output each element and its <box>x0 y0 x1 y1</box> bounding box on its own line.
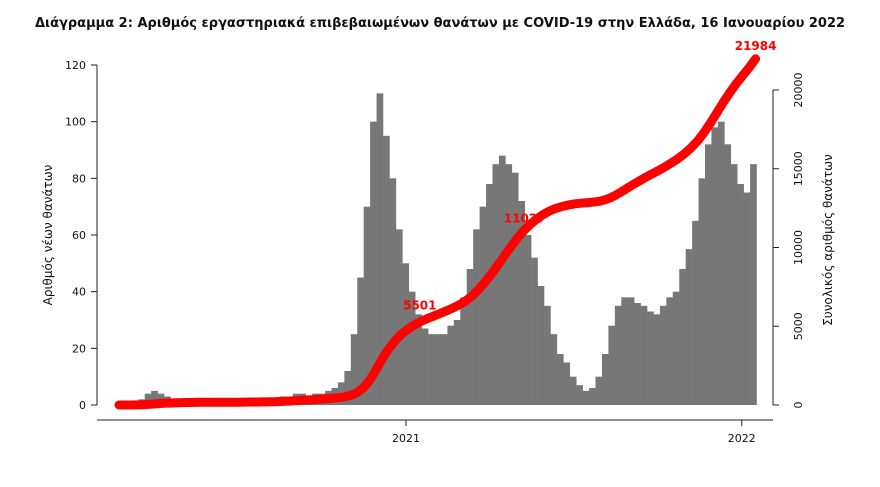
bar <box>659 305 667 405</box>
bar <box>498 155 506 405</box>
bar <box>634 303 641 405</box>
annotation-label: 11027 <box>504 211 546 225</box>
bar <box>750 164 757 405</box>
y-axis-label: Αριθμός νέων θανάτων <box>41 164 55 305</box>
bar <box>556 354 564 405</box>
bar <box>473 229 480 405</box>
bar <box>421 328 429 405</box>
y-tick-label: 120 <box>65 59 86 72</box>
y-tick-label: 0 <box>79 399 86 412</box>
bar <box>679 269 686 405</box>
bar <box>569 376 577 405</box>
bar <box>383 135 390 406</box>
y-tick-label: 100 <box>65 116 86 129</box>
bar <box>640 305 648 405</box>
bar <box>743 192 751 405</box>
x-tick-label: 2022 <box>728 432 756 445</box>
y2-tick-label: 10000 <box>792 230 805 265</box>
y-tick-label: 20 <box>72 342 86 355</box>
bar <box>395 229 403 405</box>
bar <box>608 325 616 405</box>
bar <box>357 277 364 405</box>
bar <box>544 305 551 405</box>
bar <box>389 178 397 405</box>
y2-tick-label: 5000 <box>792 312 805 340</box>
cumulative-deaths-line <box>114 54 761 410</box>
bar <box>672 291 680 405</box>
bar <box>447 325 455 405</box>
bar <box>428 334 435 405</box>
y-tick-label: 60 <box>72 229 86 242</box>
bar <box>505 164 513 405</box>
bar <box>614 305 622 405</box>
annotation-label: 21984 <box>735 39 777 53</box>
bars-group <box>131 93 757 406</box>
bar <box>370 121 377 406</box>
x-tick-label: 2021 <box>392 432 420 445</box>
annotation-label: 5501 <box>403 298 436 312</box>
bar <box>627 297 635 405</box>
bar <box>453 320 461 405</box>
bar <box>601 354 609 405</box>
bar <box>647 311 654 405</box>
bar <box>711 127 719 405</box>
y-tick-label: 80 <box>72 172 86 185</box>
y2-tick-label: 15000 <box>792 151 805 186</box>
bar <box>408 291 416 405</box>
bar <box>415 314 422 405</box>
bar <box>531 257 538 405</box>
bar <box>376 93 384 405</box>
y2-tick-label: 0 <box>792 402 805 409</box>
bar <box>666 297 674 405</box>
bar <box>479 206 487 405</box>
bar <box>460 297 468 405</box>
bar <box>550 334 558 405</box>
bar <box>350 334 358 405</box>
bar <box>466 269 474 405</box>
bar <box>486 184 493 405</box>
bar <box>440 334 448 405</box>
bar <box>363 206 371 405</box>
bar <box>582 390 590 405</box>
y2-axis-label: Συνολικός αριθμός θανάτων <box>821 154 835 326</box>
bar <box>576 385 583 405</box>
y-tick-label: 40 <box>72 286 86 299</box>
bar <box>698 178 706 405</box>
bar <box>589 388 596 405</box>
bar <box>434 334 442 405</box>
bar <box>537 286 545 405</box>
bar <box>692 220 699 405</box>
bar <box>518 201 525 405</box>
bar <box>653 314 661 405</box>
bar <box>621 297 629 405</box>
bar <box>717 121 725 406</box>
bar <box>595 376 603 405</box>
cumulative-line-group: 5501 11027 21984 <box>114 39 777 410</box>
bar <box>730 164 738 405</box>
bar <box>524 235 532 405</box>
bar <box>144 393 152 405</box>
y2-tick-label: 20000 <box>792 73 805 108</box>
bar <box>724 144 732 406</box>
bar <box>344 371 352 405</box>
axes-group: 0 20 40 60 80 100 120 0 5000 10000 15000 20000 2021 2… <box>65 59 805 445</box>
bar <box>705 144 712 406</box>
bar <box>685 249 693 405</box>
bar <box>737 184 744 405</box>
chart-title: Διάγραμμα 2: Αριθμός εργαστηριακά επιβεβ… <box>34 16 846 31</box>
bar <box>492 164 500 405</box>
bar <box>563 362 571 405</box>
bar <box>511 172 519 405</box>
bar <box>151 390 158 405</box>
